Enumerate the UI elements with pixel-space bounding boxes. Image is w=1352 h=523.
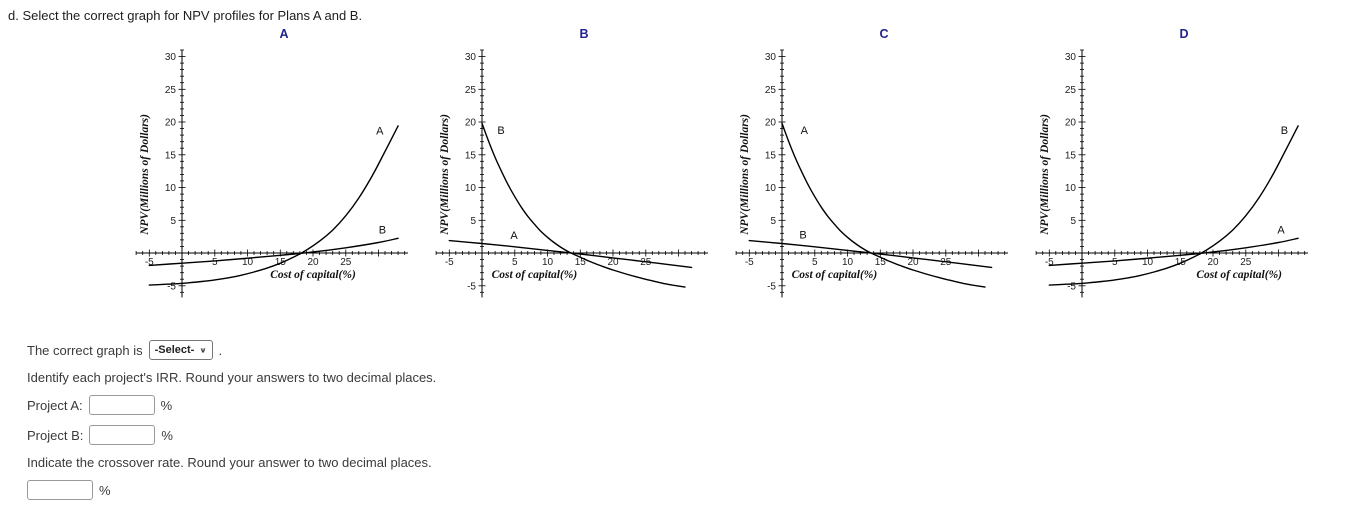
chart-d-title: D xyxy=(1179,27,1189,41)
chart-c-title: C xyxy=(879,27,889,41)
svg-text:20: 20 xyxy=(465,118,477,129)
svg-text:20: 20 xyxy=(907,257,919,268)
svg-text:20: 20 xyxy=(607,257,619,268)
svg-text:10: 10 xyxy=(242,257,254,268)
chart-a: A -5 5 10 15 20 25 -5 5 10 15 20 25 30 NPV(Millions o… xyxy=(134,25,434,328)
svg-text:5: 5 xyxy=(1112,257,1118,268)
svg-text:-5: -5 xyxy=(1045,257,1054,268)
svg-text:25: 25 xyxy=(1065,85,1077,96)
svg-text:5: 5 xyxy=(170,216,176,227)
svg-text:Cost of capital(%): Cost of capital(%) xyxy=(1196,269,1282,281)
svg-text:25: 25 xyxy=(465,85,477,96)
correct-graph-label: The correct graph is xyxy=(27,342,143,358)
svg-text:5: 5 xyxy=(770,216,776,227)
svg-text:10: 10 xyxy=(542,257,554,268)
svg-text:20: 20 xyxy=(307,257,319,268)
correct-graph-select[interactable]: -Select- ∨ xyxy=(148,340,213,360)
svg-text:10: 10 xyxy=(842,257,854,268)
svg-text:10: 10 xyxy=(1142,257,1154,268)
svg-text:NPV(Millions of Dollars): NPV(Millions of Dollars) xyxy=(739,114,751,236)
svg-text:A: A xyxy=(1277,224,1285,236)
svg-text:30: 30 xyxy=(465,52,477,63)
project-a-percent: % xyxy=(160,397,173,413)
svg-text:15: 15 xyxy=(465,150,477,161)
svg-text:Cost of capital(%): Cost of capital(%) xyxy=(792,269,878,281)
project-a-irr-input[interactable] xyxy=(88,395,155,415)
svg-text:15: 15 xyxy=(165,150,177,161)
correct-graph-select-value: -Select- xyxy=(154,344,195,356)
project-a-label: Project A: xyxy=(27,397,83,413)
chart-b-title: B xyxy=(579,27,589,41)
svg-text:5: 5 xyxy=(212,257,218,268)
svg-text:25: 25 xyxy=(165,85,177,96)
svg-text:20: 20 xyxy=(165,118,177,129)
question-text: d. Select the correct graph for NPV prof… xyxy=(8,8,363,23)
svg-text:-5: -5 xyxy=(767,281,776,292)
svg-text:-5: -5 xyxy=(167,281,176,292)
svg-text:15: 15 xyxy=(575,257,587,268)
svg-text:NPV(Millions of Dollars): NPV(Millions of Dollars) xyxy=(1039,114,1051,236)
svg-text:5: 5 xyxy=(812,257,818,268)
chart-b-plot: -5 5 10 15 20 25 -5 5 10 15 20 25 30 NPV(Millions of … xyxy=(434,43,734,328)
svg-text:15: 15 xyxy=(875,257,887,268)
crossover-percent: % xyxy=(99,482,111,498)
chart-a-plot: -5 5 10 15 20 25 -5 5 10 15 20 25 30 NPV(Millions of … xyxy=(134,43,434,328)
svg-text:-5: -5 xyxy=(445,257,454,268)
chart-c-plot: -5 5 10 15 20 25 -5 5 10 15 20 25 30 NPV(Millions of … xyxy=(734,43,1034,328)
svg-text:-5: -5 xyxy=(145,257,154,268)
svg-text:NPV(Millions of Dollars): NPV(Millions of Dollars) xyxy=(139,114,151,236)
svg-text:25: 25 xyxy=(340,257,352,268)
svg-text:A: A xyxy=(376,125,384,137)
svg-text:10: 10 xyxy=(465,183,477,194)
svg-text:30: 30 xyxy=(765,52,777,63)
svg-text:20: 20 xyxy=(1065,118,1077,129)
svg-text:10: 10 xyxy=(765,183,777,194)
svg-text:25: 25 xyxy=(765,85,777,96)
svg-text:A: A xyxy=(510,230,518,242)
svg-text:10: 10 xyxy=(165,183,177,194)
npv-charts-row: A -5 5 10 15 20 25 -5 5 10 15 20 25 30 NPV(Millions o… xyxy=(134,25,1352,328)
svg-text:-5: -5 xyxy=(1067,281,1076,292)
chart-d-plot: -5 5 10 15 20 25 -5 5 10 15 20 25 30 NPV(Millions of … xyxy=(1034,43,1334,328)
crossover-instruction: Indicate the crossover rate. Round your … xyxy=(27,455,432,470)
svg-text:B: B xyxy=(379,224,386,236)
chevron-down-icon: ∨ xyxy=(199,345,207,354)
irr-instruction: Identify each project's IRR. Round your … xyxy=(27,370,437,385)
svg-text:B: B xyxy=(497,125,504,137)
svg-text:25: 25 xyxy=(1240,257,1252,268)
svg-text:10: 10 xyxy=(1065,183,1077,194)
svg-text:5: 5 xyxy=(1070,216,1076,227)
svg-text:15: 15 xyxy=(765,150,777,161)
chart-a-title: A xyxy=(279,27,289,41)
svg-text:NPV(Millions of Dollars): NPV(Millions of Dollars) xyxy=(439,114,451,236)
chart-b: B -5 5 10 15 20 25 -5 5 10 15 20 25 30 NPV(Millions o… xyxy=(434,25,734,328)
chart-c: C -5 5 10 15 20 25 -5 5 10 15 20 25 30 NPV(Millions o… xyxy=(734,25,1034,328)
svg-text:B: B xyxy=(799,230,806,242)
project-b-label: Project B: xyxy=(27,427,84,443)
project-b-percent: % xyxy=(161,427,173,443)
svg-text:15: 15 xyxy=(1065,150,1077,161)
svg-text:A: A xyxy=(801,125,809,137)
svg-text:5: 5 xyxy=(470,216,476,227)
chart-d: D -5 5 10 15 20 25 -5 5 10 15 20 25 30 NPV(Millions o… xyxy=(1034,25,1334,328)
svg-text:30: 30 xyxy=(165,52,177,63)
svg-text:Cost of capital(%): Cost of capital(%) xyxy=(492,269,578,281)
svg-text:B: B xyxy=(1281,125,1288,137)
after-select-period: . xyxy=(218,342,223,358)
crossover-rate-input[interactable] xyxy=(27,480,93,500)
svg-text:Cost of capital(%): Cost of capital(%) xyxy=(270,269,356,281)
svg-text:20: 20 xyxy=(1207,257,1219,268)
svg-text:-5: -5 xyxy=(745,257,754,268)
svg-text:-5: -5 xyxy=(467,281,476,292)
project-b-irr-input[interactable] xyxy=(89,425,156,445)
svg-text:30: 30 xyxy=(1065,52,1077,63)
svg-text:5: 5 xyxy=(512,257,518,268)
svg-text:20: 20 xyxy=(765,118,777,129)
